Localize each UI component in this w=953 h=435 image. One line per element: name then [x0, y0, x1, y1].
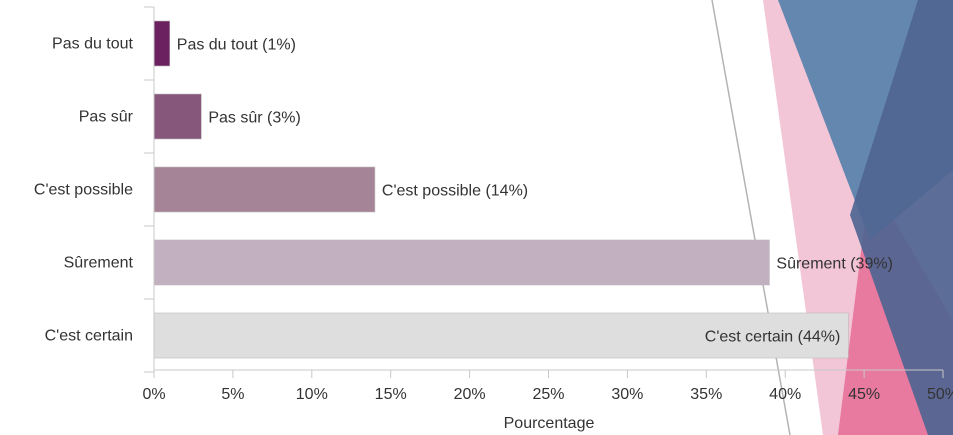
y-tick-label: C'est certain	[45, 328, 133, 345]
diagonal-line	[711, 0, 791, 435]
data-labels-layer: Pas du tout (1%) Pas sûr (3%) C'est possib…	[177, 37, 893, 346]
y-tick-label: C'est possible	[34, 182, 133, 199]
bar	[153, 312, 849, 359]
bar	[153, 20, 171, 67]
y-tick-label: Sûrement	[64, 255, 134, 272]
y-axis: Pas du tout Pas sûr C'est possible Sûrement…	[34, 6, 155, 373]
data-label: C'est certain (44%)	[705, 329, 841, 346]
data-label: Pas sûr (3%)	[208, 110, 300, 127]
data-label: C'est possible (14%)	[382, 183, 528, 200]
x-tick-label: 10%	[296, 386, 328, 403]
x-tick-label: 0%	[142, 386, 165, 403]
x-tick-label: 20%	[454, 386, 486, 403]
x-axis: 0% 5% 10% 15% 20% 25% 30% 35% 40% 45% 50%	[142, 369, 953, 403]
data-label: Pas du tout (1%)	[177, 37, 296, 54]
y-tick-label: Pas sûr	[79, 109, 134, 126]
y-tick-label: Pas du tout	[52, 36, 134, 53]
bar	[153, 93, 202, 140]
data-label: Sûrement (39%)	[776, 256, 893, 273]
x-tick-label: 5%	[221, 386, 244, 403]
x-tick-label: 40%	[769, 386, 801, 403]
x-tick-label: 50%	[927, 386, 953, 403]
x-tick-label: 15%	[375, 386, 407, 403]
x-tick-label: 25%	[532, 386, 564, 403]
blue-dark-shape	[850, 0, 953, 435]
x-tick-label: 30%	[611, 386, 643, 403]
bar	[153, 239, 770, 286]
bars-layer	[153, 20, 849, 359]
x-axis-title: Pourcentage	[504, 415, 595, 432]
x-tick-label: 35%	[690, 386, 722, 403]
x-tick-label: 45%	[848, 386, 880, 403]
bar	[153, 166, 376, 213]
